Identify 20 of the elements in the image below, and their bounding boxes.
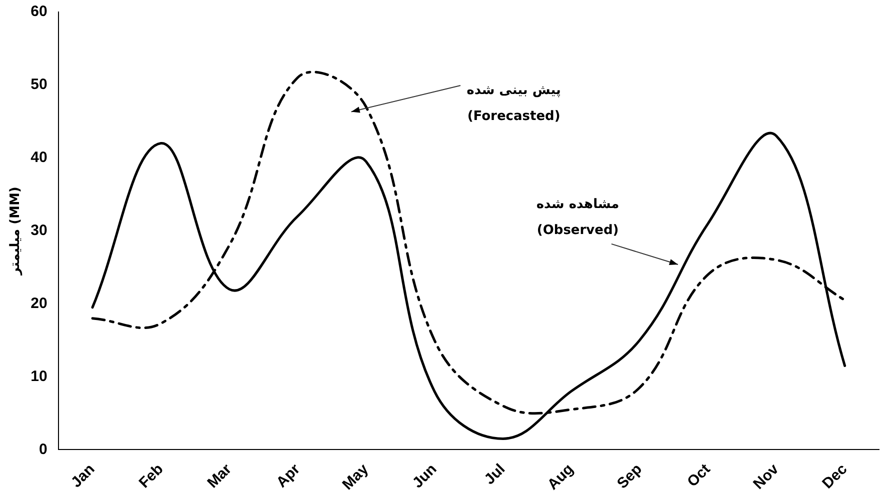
y-tick-label: 30 [30,222,48,239]
x-tick-label: Aug [544,460,577,494]
x-tick-label: Mar [204,460,236,492]
y-tick-label: 10 [30,368,48,385]
x-tick-label: Dec [819,460,851,492]
x-tick-label: Sep [614,460,646,492]
x-tick-label: Jan [68,460,98,492]
x-tick-label: May [339,460,372,494]
y-tick-label: 0 [38,440,48,458]
y-tick-label: 20 [30,294,48,312]
x-tick-label: Jul [481,460,509,488]
x-tick-label: Feb [136,460,167,492]
x-tick-label: Oct [684,460,714,490]
x-tick-label: Nov [750,460,783,493]
y-tick-label: 40 [30,149,48,166]
y-tick-label: 60 [30,3,48,20]
y-axis-title: میلیمتر (MM) [8,186,24,276]
x-tick-label: Apr [273,460,304,492]
x-tick-label: Jun [409,460,440,492]
y-tick-label: 50 [30,76,48,94]
